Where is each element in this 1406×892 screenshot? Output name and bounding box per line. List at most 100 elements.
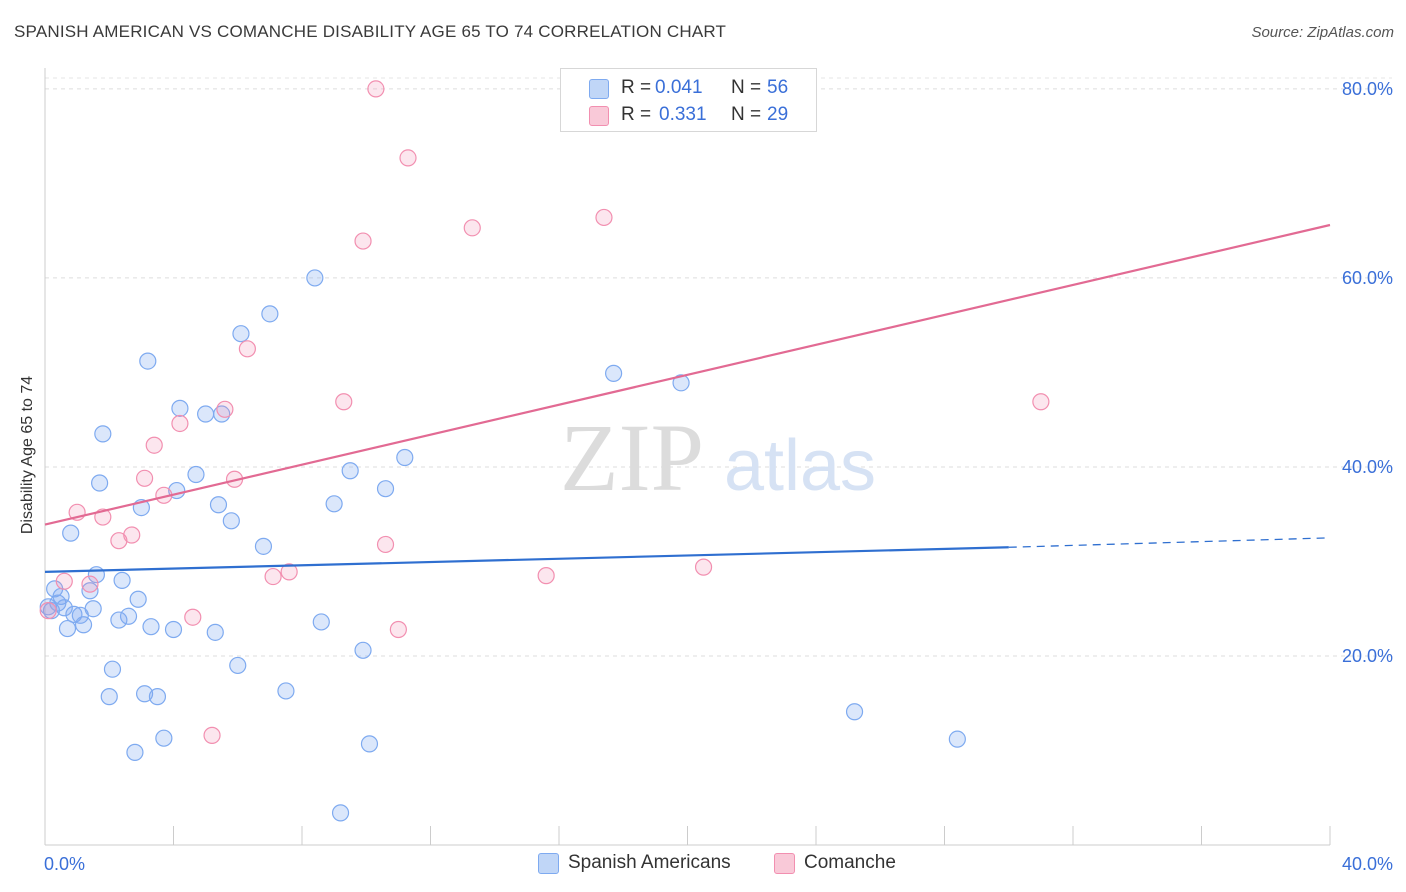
chart-title: SPANISH AMERICAN VS COMANCHE DISABILITY … [14, 22, 727, 41]
bottom-legend-label: Comanche [804, 852, 896, 873]
point-spanish-americans [155, 729, 173, 747]
point-comanche [280, 563, 298, 581]
point-spanish-americans [187, 465, 205, 484]
point-spanish-americans [360, 735, 379, 753]
point-spanish-americans [605, 364, 623, 382]
point-spanish-americans [232, 325, 250, 343]
x-tick-label: 40.0% [1342, 854, 1393, 874]
point-comanche [184, 608, 202, 626]
point-spanish-americans [81, 582, 99, 600]
point-comanche [399, 149, 417, 167]
point-spanish-americans [331, 804, 350, 822]
watermark-zip: ZIP [560, 404, 704, 511]
source-label: Source: ZipAtlas.com [1251, 24, 1394, 41]
point-spanish-americans [376, 480, 395, 498]
point-comanche [537, 567, 555, 585]
point-spanish-americans [103, 660, 122, 678]
legend-n-value: 56 [767, 77, 789, 98]
legend-swatch-pink [589, 106, 609, 126]
bottom-legend-swatch-blue [538, 853, 559, 874]
point-spanish-americans [325, 495, 343, 513]
x-tick-labels: 0.0% 40.0% [44, 854, 1393, 874]
trend-lines [44, 223, 1331, 573]
point-spanish-americans [341, 462, 359, 480]
bottom-legend-swatch-pink [774, 853, 795, 874]
point-spanish-americans [277, 682, 295, 700]
point-spanish-americans [312, 613, 330, 631]
legend-r-label: R = [621, 77, 652, 98]
point-spanish-americans [672, 374, 690, 392]
point-spanish-americans [113, 571, 131, 589]
trend-line-extension-spanish-americans [1008, 537, 1331, 548]
point-spanish-americans [164, 620, 183, 639]
point-spanish-americans [84, 600, 102, 618]
point-spanish-americans [261, 305, 279, 323]
bottom-legend-label: Spanish Americans [568, 852, 731, 873]
point-spanish-americans [254, 537, 273, 555]
point-spanish-americans [94, 425, 112, 443]
point-comanche [216, 400, 234, 418]
point-spanish-americans [197, 405, 215, 423]
point-spanish-americans [209, 496, 228, 514]
point-spanish-americans [58, 619, 77, 638]
point-comanche [264, 567, 282, 586]
y-tick-label: 20.0% [1342, 646, 1393, 666]
y-tick-label: 40.0% [1342, 457, 1393, 477]
legend-r-value: 0.041 [655, 77, 703, 98]
point-comanche [123, 526, 141, 544]
point-comanche [367, 80, 385, 98]
point-spanish-americans [142, 618, 160, 636]
y-tick-label: 80.0% [1342, 79, 1393, 99]
point-comanche [39, 602, 57, 620]
point-comanche [376, 535, 395, 554]
trend-line-comanche [44, 223, 1331, 526]
point-spanish-americans [129, 590, 147, 608]
point-spanish-americans [171, 399, 189, 417]
legend-r-label: R = [621, 104, 652, 125]
point-spanish-americans [126, 743, 144, 761]
legend: R = 0.041 N = 56 R = 0.331 N = 29 [560, 68, 817, 132]
point-spanish-americans [206, 623, 224, 641]
point-comanche [171, 414, 189, 433]
legend-n-value: 29 [767, 104, 789, 125]
point-comanche [238, 340, 256, 358]
legend-n-label: N = [731, 104, 762, 125]
point-spanish-americans [139, 352, 157, 370]
watermark-atlas: atlas [724, 426, 876, 506]
point-spanish-americans [222, 512, 240, 530]
point-comanche [1032, 393, 1050, 411]
point-spanish-americans [148, 688, 167, 706]
point-comanche [694, 558, 713, 576]
data-points [39, 80, 1050, 822]
point-comanche [81, 575, 99, 593]
point-spanish-americans [119, 607, 138, 625]
point-spanish-americans [354, 641, 372, 659]
point-spanish-americans [100, 688, 118, 706]
point-comanche [145, 436, 163, 454]
point-spanish-americans [948, 730, 966, 748]
y-tick-label: 60.0% [1342, 268, 1393, 288]
point-comanche [389, 620, 407, 639]
point-comanche [595, 208, 613, 227]
point-comanche [135, 469, 154, 487]
point-spanish-americans [135, 685, 154, 703]
point-comanche [203, 726, 221, 744]
point-spanish-americans [91, 474, 109, 492]
x-tick-label: 0.0% [44, 854, 85, 874]
point-comanche [354, 232, 372, 250]
point-spanish-americans [396, 448, 414, 467]
point-spanish-americans [229, 656, 247, 675]
point-comanche [463, 219, 481, 237]
point-comanche [335, 393, 353, 411]
point-spanish-americans [845, 703, 864, 721]
point-spanish-americans [74, 616, 93, 634]
point-spanish-americans [62, 524, 80, 542]
trend-line-spanish-americans [44, 546, 1009, 573]
legend-n-label: N = [731, 77, 762, 98]
watermark: ZIP atlas [560, 404, 876, 511]
point-spanish-americans [213, 405, 231, 423]
legend-r-value: 0.331 [659, 104, 707, 125]
axes [44, 68, 1331, 846]
y-tick-labels: 20.0% 40.0% 60.0% 80.0% [1342, 79, 1393, 666]
legend-swatch-blue [589, 79, 609, 99]
